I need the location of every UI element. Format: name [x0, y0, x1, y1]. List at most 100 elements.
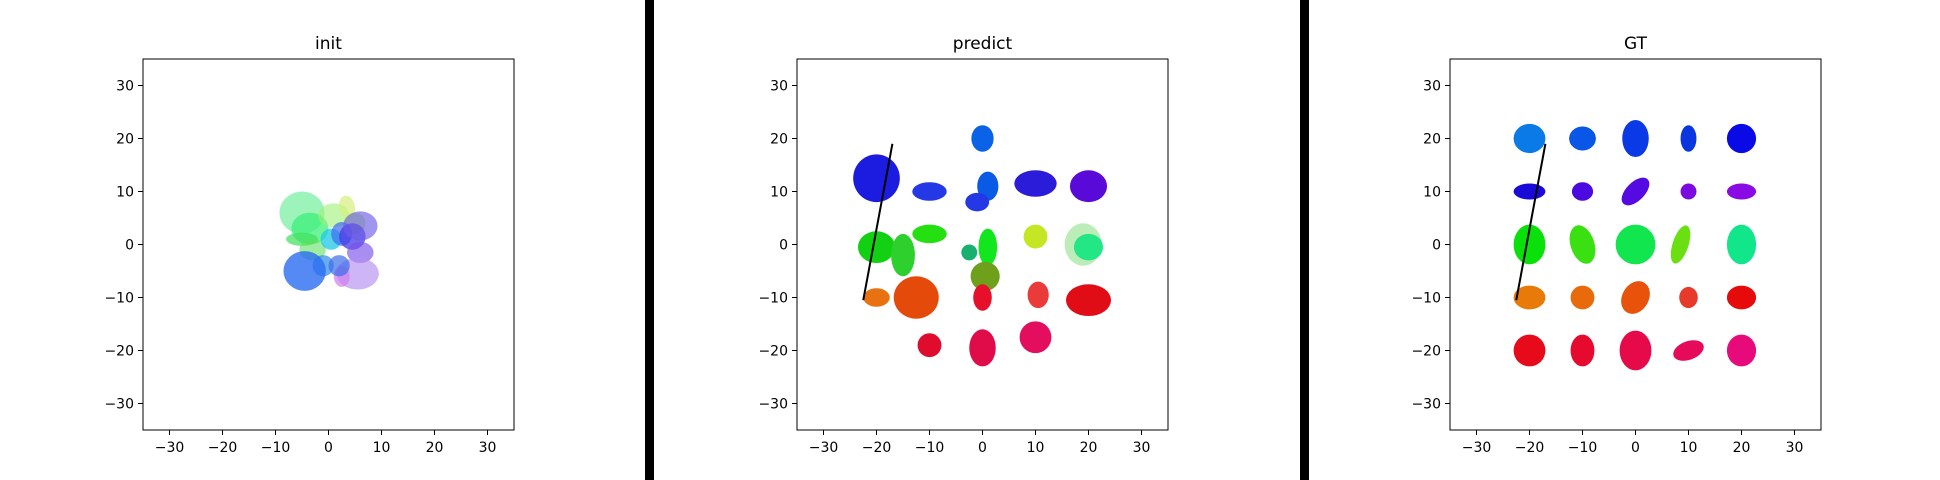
x-tick-label: 30 — [1133, 440, 1151, 456]
ellipse-mark — [1726, 123, 1757, 154]
ellipse-mark — [863, 288, 890, 307]
ellipse-mark — [1680, 125, 1697, 152]
ellipse-mark — [969, 329, 996, 367]
ellipse-mark — [1726, 183, 1757, 200]
ellipse-layer — [1513, 119, 1757, 371]
ellipse-mark — [1023, 224, 1048, 249]
x-tick-label: 0 — [1631, 440, 1640, 456]
y-tick-label: 0 — [125, 238, 134, 254]
ellipse-mark — [1615, 224, 1656, 265]
ellipse-mark — [912, 224, 947, 244]
y-tick-label: −20 — [104, 344, 134, 360]
y-tick-label: 10 — [1423, 185, 1441, 201]
ellipse-mark — [1726, 334, 1757, 367]
ellipse-mark — [1014, 170, 1057, 197]
trajectory-line — [862, 143, 894, 301]
x-tick-label: 10 — [1680, 440, 1698, 456]
ellipse-mark — [977, 171, 999, 201]
ellipse-mark — [973, 284, 992, 311]
ellipse-mark — [1569, 126, 1596, 151]
ellipse-mark — [978, 228, 998, 266]
x-tick-label: 20 — [1733, 440, 1751, 456]
ellipse-mark — [328, 255, 350, 277]
ellipse-mark — [1726, 285, 1757, 310]
panel-title: predict — [953, 34, 1013, 54]
y-tick-label: −30 — [104, 397, 134, 413]
ellipse-mark — [1570, 334, 1595, 367]
chart-panel-GT: GT −30 −20 −10 0 10 20 30 −30 −20 −10 0 10 20 30 — [1411, 34, 1822, 456]
ellipse-mark — [970, 261, 1000, 291]
ellipse-mark — [965, 192, 990, 212]
ellipse-mark — [283, 251, 326, 291]
ellipse-mark — [1027, 281, 1049, 309]
y-tick-label: 20 — [1423, 132, 1441, 148]
ellipse-mark — [1673, 340, 1704, 361]
x-tick-label: −10 — [261, 440, 291, 456]
ellipse-mark — [1679, 286, 1698, 309]
ellipse-mark — [1670, 225, 1691, 264]
divider-left — [645, 0, 654, 480]
y-tick-label: 20 — [770, 132, 788, 148]
divider-right — [1300, 0, 1309, 480]
x-tick-label: −20 — [862, 440, 892, 456]
x-tick-label: 10 — [373, 440, 391, 456]
ellipse-mark — [961, 244, 978, 261]
ellipse-mark — [857, 231, 896, 264]
x-tick-label: 0 — [978, 440, 987, 456]
y-tick-label: −20 — [758, 344, 788, 360]
ellipse-mark — [971, 125, 994, 152]
y-tick-label: −30 — [758, 397, 788, 413]
y-tick-label: 10 — [116, 185, 134, 201]
y-tick-label: 20 — [116, 132, 134, 148]
ellipse-mark — [1571, 182, 1594, 201]
ellipse-layer — [279, 191, 379, 291]
ellipse-layer — [853, 125, 1112, 367]
chart-panel-init: init −30 −20 −10 0 10 20 30 −30 −20 −10 0 10 20 30 — [104, 34, 515, 456]
ellipse-mark — [917, 333, 942, 358]
ellipse-mark — [1073, 233, 1104, 261]
ellipse-mark — [891, 233, 915, 277]
y-tick-label: −30 — [1411, 397, 1441, 413]
y-tick-label: −20 — [1411, 344, 1441, 360]
ellipse-mark — [853, 154, 900, 203]
trajectory-line — [1515, 143, 1547, 301]
x-tick-label: −10 — [1568, 440, 1598, 456]
ellipse-mark — [1619, 330, 1652, 371]
y-tick-label: 10 — [770, 185, 788, 201]
ellipse-mark — [1570, 285, 1595, 310]
x-tick-label: −20 — [208, 440, 238, 456]
ellipse-mark — [347, 241, 374, 264]
y-tick-label: 0 — [1432, 238, 1441, 254]
x-tick-label: 30 — [479, 440, 497, 456]
x-tick-label: 20 — [426, 440, 444, 456]
y-tick-label: 30 — [1423, 79, 1441, 95]
y-tick-label: 30 — [116, 79, 134, 95]
x-tick-label: −30 — [1462, 440, 1492, 456]
y-tick-label: 0 — [779, 238, 788, 254]
ellipse-mark — [912, 182, 947, 201]
ellipse-mark — [343, 211, 378, 241]
x-tick-label: −20 — [1515, 440, 1545, 456]
ellipse-mark — [1513, 334, 1546, 367]
ellipse-mark — [1621, 281, 1650, 314]
chart-panel-predict: predict −30 −20 −10 0 10 20 30 −30 −20 −10 0 10 20 30 — [758, 34, 1169, 456]
ellipse-mark — [1726, 224, 1757, 265]
y-tick-label: −10 — [758, 291, 788, 307]
ellipse-mark — [1513, 224, 1546, 265]
ellipse-mark — [1622, 119, 1649, 158]
ellipse-mark — [1069, 170, 1108, 203]
ellipse-mark — [1019, 321, 1052, 354]
panel-title: init — [315, 34, 342, 54]
x-tick-label: 20 — [1080, 440, 1098, 456]
x-tick-label: 10 — [1027, 440, 1045, 456]
y-tick-label: −10 — [1411, 291, 1441, 307]
ellipse-mark — [1621, 177, 1650, 206]
ellipse-mark — [893, 276, 939, 319]
x-tick-label: 30 — [1786, 440, 1804, 456]
ellipse-mark — [1513, 285, 1546, 310]
ellipse-mark — [1680, 183, 1697, 200]
ellipse-mark — [1569, 225, 1596, 264]
x-tick-label: −30 — [155, 440, 185, 456]
panel-title: GT — [1624, 34, 1648, 54]
